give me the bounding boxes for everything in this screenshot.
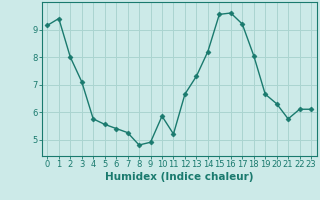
- X-axis label: Humidex (Indice chaleur): Humidex (Indice chaleur): [105, 172, 253, 182]
